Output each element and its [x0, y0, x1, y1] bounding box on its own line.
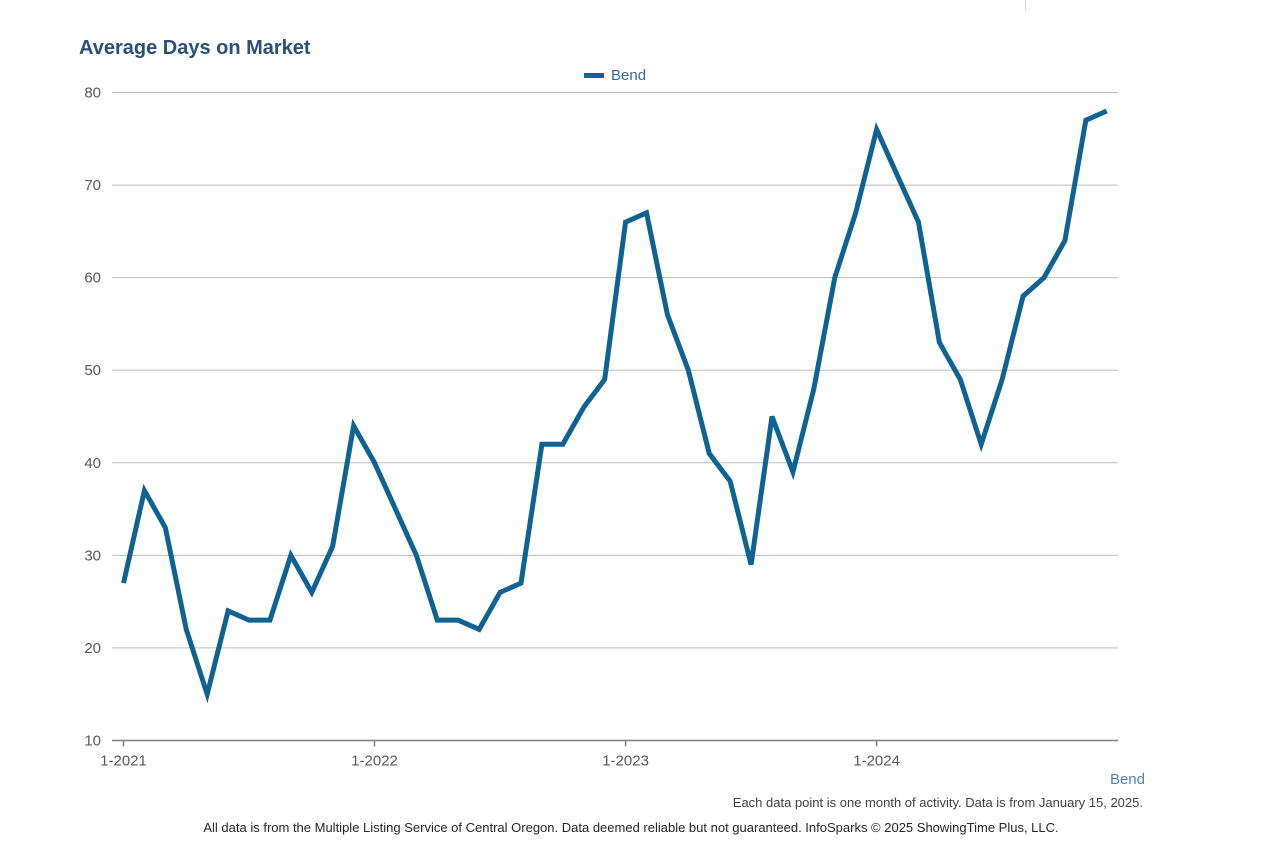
- data-point-bend-4-2022: [435, 618, 440, 623]
- data-point-bend-1-2024: [874, 127, 879, 132]
- y-tick-label-40: 40: [84, 455, 101, 472]
- data-point-bend-1-2023: [623, 220, 628, 225]
- series-line-bend: [121, 108, 1108, 704]
- data-point-bend-10-2023: [811, 386, 816, 391]
- legend-label-bend: Bend: [611, 66, 647, 84]
- y-tick-label-50: 50: [84, 362, 101, 379]
- data-point-bend-8-2021: [267, 618, 272, 623]
- data-point-bend-11-2021: [330, 544, 335, 549]
- data-point-bend-11-2022: [581, 405, 586, 410]
- x-tick-label-1-2022: 1-2022: [351, 753, 398, 770]
- chart-title: Average Days on Market: [79, 37, 311, 59]
- data-point-bend-1-2022: [372, 460, 377, 465]
- data-point-bend-7-2021: [247, 618, 252, 623]
- data-point-bend-12-2022: [602, 377, 607, 382]
- data-point-bend-11-2023: [832, 275, 837, 280]
- data-point-bend-7-2023: [749, 562, 754, 567]
- data-point-bend-7-2024: [1000, 377, 1005, 382]
- data-point-bend-1-2021: [121, 581, 126, 586]
- data-point-bend-12-2024: [1104, 109, 1109, 114]
- y-tick-label-20: 20: [84, 640, 101, 657]
- data-point-bend-5-2022: [456, 618, 461, 623]
- data-point-bend-4-2023: [686, 368, 691, 373]
- data-point-bend-3-2023: [665, 312, 670, 317]
- data-point-bend-9-2021: [288, 553, 293, 558]
- data-point-bend-3-2021: [163, 525, 168, 530]
- data-point-bend-12-2023: [853, 210, 858, 215]
- data-point-bend-2-2022: [393, 507, 398, 512]
- data-note: Each data point is one month of activity…: [732, 795, 1143, 810]
- top-divider: [1025, 0, 1026, 11]
- legend[interactable]: Bend: [584, 66, 646, 84]
- data-point-bend-10-2021: [309, 590, 314, 595]
- legend-swatch-bend: [584, 72, 604, 78]
- data-point-bend-2-2024: [895, 173, 900, 178]
- data-point-bend-5-2024: [958, 377, 963, 382]
- data-point-bend-5-2021: [205, 692, 210, 697]
- y-tick-label-30: 30: [84, 547, 101, 564]
- data-point-bend-11-2024: [1083, 118, 1088, 123]
- data-point-bend-8-2023: [770, 414, 775, 419]
- y-tick-label-10: 10: [84, 733, 101, 750]
- data-point-bend-5-2023: [707, 451, 712, 456]
- data-point-bend-6-2022: [477, 627, 482, 632]
- data-point-bend-7-2022: [498, 590, 503, 595]
- data-point-bend-2-2023: [644, 210, 649, 215]
- data-point-bend-10-2022: [560, 442, 565, 447]
- x-tick-label-1-2024: 1-2024: [853, 753, 900, 770]
- data-point-bend-3-2022: [414, 553, 419, 558]
- y-tick-label-60: 60: [84, 270, 101, 287]
- data-point-bend-4-2024: [937, 340, 942, 345]
- data-point-bend-9-2022: [539, 442, 544, 447]
- y-tick-label-70: 70: [84, 177, 101, 194]
- data-point-bend-3-2024: [916, 220, 921, 225]
- data-point-bend-8-2022: [518, 581, 523, 586]
- data-point-bend-9-2023: [790, 470, 795, 475]
- x-tick-label-1-2021: 1-2021: [100, 753, 147, 770]
- data-point-bend-6-2021: [226, 608, 231, 613]
- data-point-bend-6-2024: [979, 442, 984, 447]
- data-point-bend-6-2023: [728, 479, 733, 484]
- data-point-bend-8-2024: [1021, 294, 1026, 299]
- data-point-bend-10-2024: [1062, 238, 1067, 243]
- data-point-bend-9-2024: [1041, 275, 1046, 280]
- data-point-bend-2-2021: [142, 488, 147, 493]
- y-tick-label-80: 80: [84, 85, 101, 102]
- series-tag: Bend: [1109, 771, 1145, 788]
- footer-disclaimer: All data is from the Multiple Listing Se…: [203, 820, 1059, 835]
- data-point-bend-12-2021: [351, 423, 356, 428]
- data-point-bend-4-2021: [184, 627, 189, 632]
- x-tick-label-1-2023: 1-2023: [602, 753, 649, 770]
